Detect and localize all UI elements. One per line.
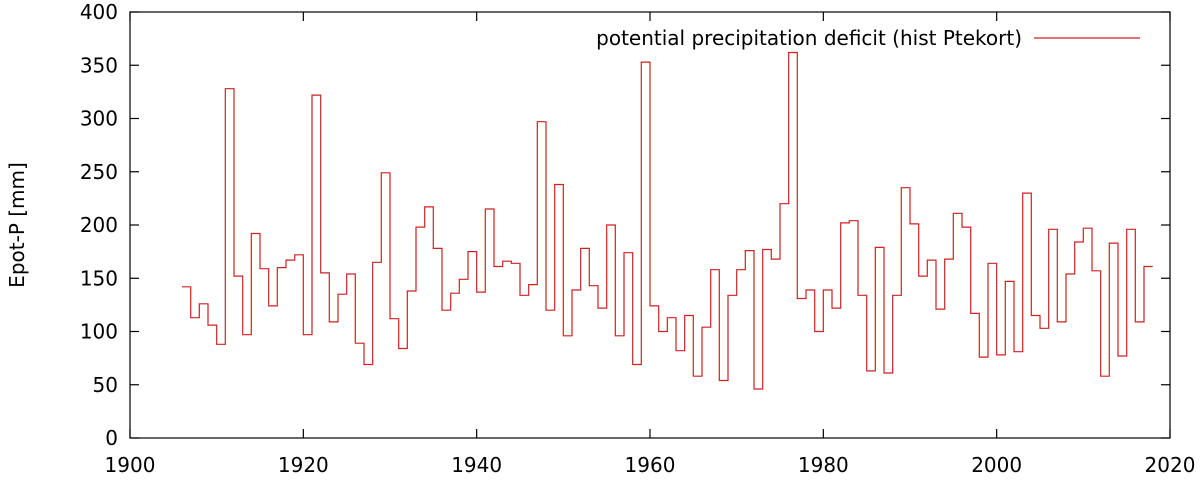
axis-ticks: 1900 1920 1940 1960 1980 2000 2020 0 50 100 150 200…	[80, 0, 1196, 477]
y-tick-label: 350	[80, 53, 118, 77]
y-tick-label: 50	[93, 373, 118, 397]
y-tick-label: 0	[105, 426, 118, 450]
y-tick-label: 250	[80, 160, 118, 184]
x-tick-label: 1980	[798, 453, 849, 477]
y-tick-label: 150	[80, 266, 118, 290]
legend-label: potential precipitation deficit (hist Pt…	[596, 26, 1022, 50]
x-tick-label: 1940	[451, 453, 502, 477]
y-tick-label: 400	[80, 0, 118, 24]
x-tick-label: 1900	[105, 453, 156, 477]
legend: potential precipitation deficit (hist Pt…	[596, 26, 1140, 50]
x-tick-label: 1920	[278, 453, 329, 477]
y-tick-label: 100	[80, 320, 118, 344]
y-axis-label: Epot-P [mm]	[5, 162, 29, 288]
x-tick-label: 2000	[971, 453, 1022, 477]
x-tick-label: 1960	[625, 453, 676, 477]
series-line	[182, 51, 1153, 390]
y-tick-label: 200	[80, 213, 118, 237]
x-tick-label: 2020	[1145, 453, 1196, 477]
y-tick-label: 300	[80, 107, 118, 131]
